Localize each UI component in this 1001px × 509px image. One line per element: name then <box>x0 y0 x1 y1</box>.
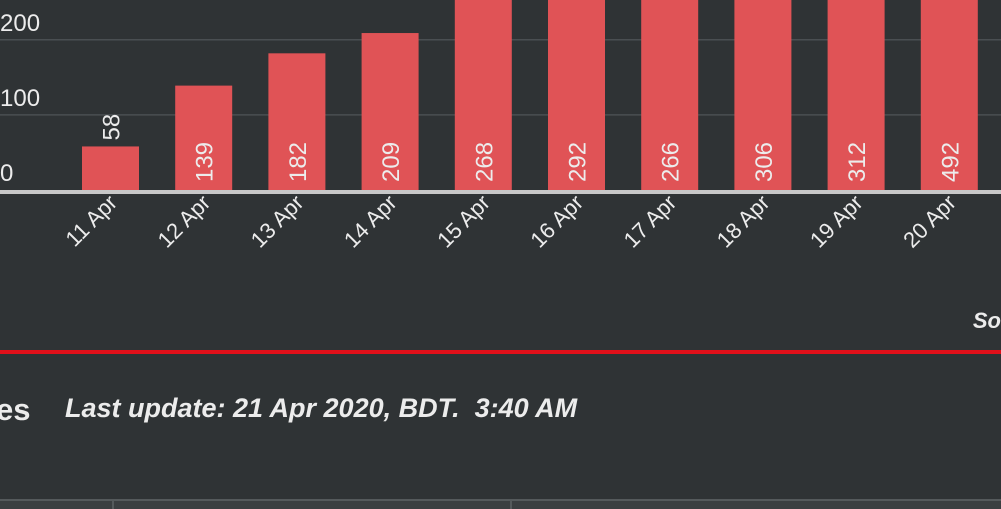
x-tick-label: 19 Apr <box>805 190 868 253</box>
table-divider <box>112 499 114 509</box>
bar <box>454 0 512 190</box>
x-tick-label: 14 Apr <box>339 190 402 253</box>
divider <box>0 350 1001 354</box>
value-label: 58 <box>99 114 126 141</box>
table-border <box>0 499 1001 501</box>
value-label: 139 <box>192 142 219 182</box>
bar <box>548 0 605 191</box>
x-tick-label: 15 Apr <box>432 190 495 253</box>
y-tick-label: 200 <box>0 10 40 37</box>
value-label: 312 <box>844 142 871 182</box>
table-divider <box>510 499 512 509</box>
x-tick-label: 12 Apr <box>153 190 216 253</box>
bar <box>734 0 792 190</box>
table-header <box>0 499 1001 509</box>
x-tick-label: 11 Apr <box>61 190 123 252</box>
x-tick-label: 16 Apr <box>525 190 588 253</box>
bar <box>827 0 885 191</box>
value-label: 492 <box>937 142 964 182</box>
value-label: 292 <box>565 142 592 182</box>
bar <box>641 0 699 191</box>
bar <box>175 85 233 190</box>
y-tick-label: 0 <box>0 160 13 187</box>
bar <box>361 33 419 190</box>
baseline <box>0 190 1001 194</box>
x-tick-label: 13 Apr <box>246 190 309 253</box>
value-label: 209 <box>378 142 405 182</box>
x-tick-label: 17 Apr <box>619 190 682 253</box>
y-tick-label: 100 <box>0 85 40 112</box>
bar <box>920 0 978 191</box>
value-label: 268 <box>471 142 498 182</box>
x-tick-label: 20 Apr <box>898 190 961 253</box>
bar <box>82 146 139 190</box>
section-title: es <box>0 392 30 427</box>
bar <box>268 53 326 190</box>
source-note: So <box>973 308 1001 333</box>
value-label: 306 <box>751 142 778 182</box>
value-label: 182 <box>285 142 312 182</box>
x-tick-label: 18 Apr <box>712 190 775 253</box>
value-label: 266 <box>658 142 685 182</box>
last-update: Last update: 21 Apr 2020, BDT. 3:40 AM <box>65 393 578 423</box>
